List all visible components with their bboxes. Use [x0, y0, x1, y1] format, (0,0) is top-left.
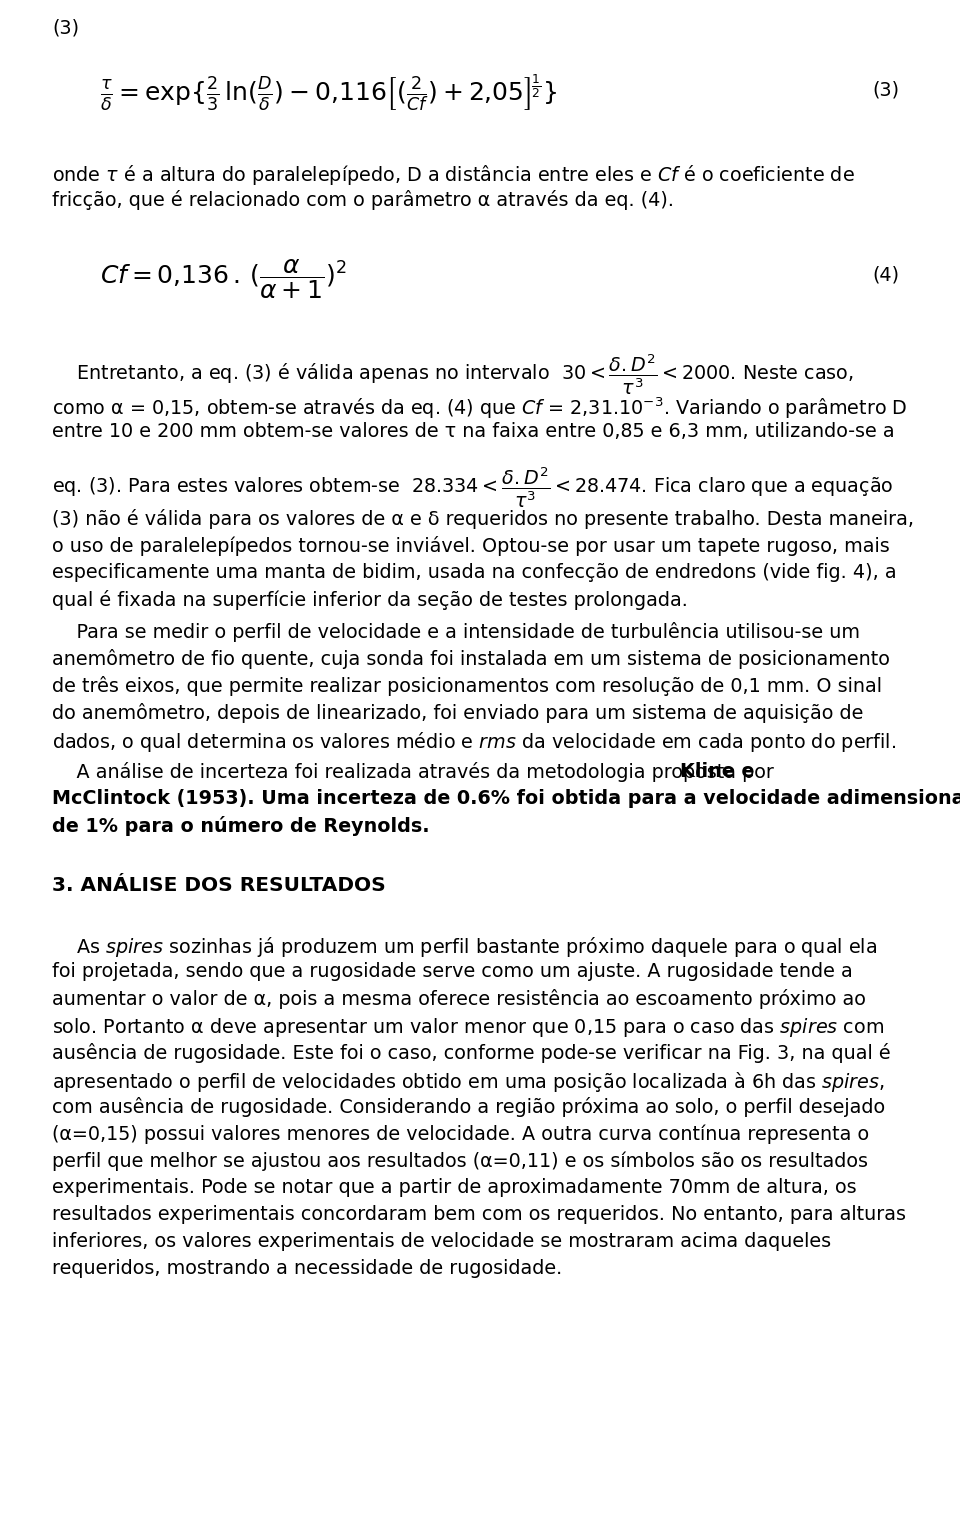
Text: de três eixos, que permite realizar posicionamentos com resolução de 0,1 mm. O s: de três eixos, que permite realizar posi…: [52, 676, 882, 696]
Text: foi projetada, sendo que a rugosidade serve como um ajuste. A rugosidade tende a: foi projetada, sendo que a rugosidade se…: [52, 963, 852, 981]
Text: dados, o qual determina os valores médio e $\mathit{rms}$ da velocidade em cada : dados, o qual determina os valores médio…: [52, 729, 896, 754]
Text: solo. Portanto α deve apresentar um valor menor que 0,15 para o caso das $\mathi: solo. Portanto α deve apresentar um valo…: [52, 1016, 884, 1039]
Text: (3): (3): [873, 79, 900, 99]
Text: do anemômetro, depois de linearizado, foi enviado para um sistema de aquisição d: do anemômetro, depois de linearizado, fo…: [52, 703, 863, 723]
Text: $\mathit{Cf} = 0{,}136\,.\,(\dfrac{\alpha}{\alpha+1})^2$: $\mathit{Cf} = 0{,}136\,.\,(\dfrac{\alph…: [100, 258, 347, 301]
Text: McClintock (1953). Uma incerteza de 0.6% foi obtida para a velocidade adimension: McClintock (1953). Uma incerteza de 0.6%…: [52, 789, 960, 809]
Text: o uso de paralelepípedos tornou-se inviável. Optou-se por usar um tapete rugoso,: o uso de paralelepípedos tornou-se inviá…: [52, 536, 890, 555]
Text: inferiores, os valores experimentais de velocidade se mostraram acima daqueles: inferiores, os valores experimentais de …: [52, 1231, 831, 1251]
Text: As $\mathit{spires}$ sozinhas já produzem um perfil bastante próximo daquele par: As $\mathit{spires}$ sozinhas já produze…: [52, 935, 877, 960]
Text: ausência de rugosidade. Este foi o caso, conforme pode-se verificar na Fig. 3, n: ausência de rugosidade. Este foi o caso,…: [52, 1044, 891, 1064]
Text: como α = 0,15, obtem-se através da eq. (4) que $\mathit{Cf}$ = 2,31.10$^{-3}$. V: como α = 0,15, obtem-se através da eq. (…: [52, 395, 907, 421]
Text: fricção, que é relacionado com o parâmetro α através da eq. (4).: fricção, que é relacionado com o parâmet…: [52, 191, 674, 211]
Text: aumentar o valor de α, pois a mesma oferece resistência ao escoamento próximo ao: aumentar o valor de α, pois a mesma ofer…: [52, 989, 866, 1009]
Text: apresentado o perfil de velocidades obtido em uma posição localizada à 6h das $\: apresentado o perfil de velocidades obti…: [52, 1070, 885, 1094]
Text: (4): (4): [873, 266, 900, 284]
Text: A análise de incerteza foi realizada através da metodologia proposta por: A análise de incerteza foi realizada atr…: [52, 763, 780, 783]
Text: qual é fixada na superfície inferior da seção de testes prolongada.: qual é fixada na superfície inferior da …: [52, 589, 688, 609]
Text: 3. ANÁLISE DOS RESULTADOS: 3. ANÁLISE DOS RESULTADOS: [52, 876, 386, 894]
Text: de 1% para o número de Reynolds.: de 1% para o número de Reynolds.: [52, 816, 430, 836]
Text: $\frac{\tau}{\delta} = \mathrm{exp}\{\frac{2}{3}\,\mathrm{ln}(\frac{D}{\delta}) : $\frac{\tau}{\delta} = \mathrm{exp}\{\fr…: [100, 72, 557, 113]
Text: (α=0,15) possui valores menores de velocidade. A outra curva contínua representa: (α=0,15) possui valores menores de veloc…: [52, 1125, 869, 1143]
Text: Para se medir o perfil de velocidade e a intensidade de turbulência utilisou-se : Para se medir o perfil de velocidade e a…: [52, 623, 860, 642]
Text: (3): (3): [52, 18, 79, 37]
Text: Kline e: Kline e: [680, 763, 755, 781]
Text: eq. (3). Para estes valores obtem-se  $28.334 < \dfrac{\delta.D^2}{\tau^3} < 28.: eq. (3). Para estes valores obtem-se $28…: [52, 465, 894, 510]
Text: Entretanto, a eq. (3) é válida apenas no intervalo  $30 < \dfrac{\delta.D^2}{\ta: Entretanto, a eq. (3) é válida apenas no…: [52, 353, 853, 397]
Text: perfil que melhor se ajustou aos resultados (α=0,11) e os símbolos são os result: perfil que melhor se ajustou aos resulta…: [52, 1151, 868, 1170]
Text: (3) não é válida para os valores de α e δ requeridos no presente trabalho. Desta: (3) não é válida para os valores de α e …: [52, 508, 914, 528]
Text: experimentais. Pode se notar que a partir de aproximadamente 70mm de altura, os: experimentais. Pode se notar que a parti…: [52, 1178, 856, 1198]
Text: anemômetro de fio quente, cuja sonda foi instalada em um sistema de posicionamen: anemômetro de fio quente, cuja sonda foi…: [52, 649, 890, 668]
Text: especificamente uma manta de bidim, usada na confecção de endredons (vide fig. 4: especificamente uma manta de bidim, usad…: [52, 563, 897, 581]
Text: com ausência de rugosidade. Considerando a região próxima ao solo, o perfil dese: com ausência de rugosidade. Considerando…: [52, 1097, 885, 1117]
Text: onde $\tau$ é a altura do paralelepípedo, D a distância entre eles e $\mathit{Cf: onde $\tau$ é a altura do paralelepípedo…: [52, 163, 854, 188]
Text: resultados experimentais concordaram bem com os requeridos. No entanto, para alt: resultados experimentais concordaram bem…: [52, 1206, 906, 1224]
Text: requeridos, mostrando a necessidade de rugosidade.: requeridos, mostrando a necessidade de r…: [52, 1259, 563, 1279]
Text: entre 10 e 200 mm obtem-se valores de τ na faixa entre 0,85 e 6,3 mm, utilizando: entre 10 e 200 mm obtem-se valores de τ …: [52, 423, 895, 441]
